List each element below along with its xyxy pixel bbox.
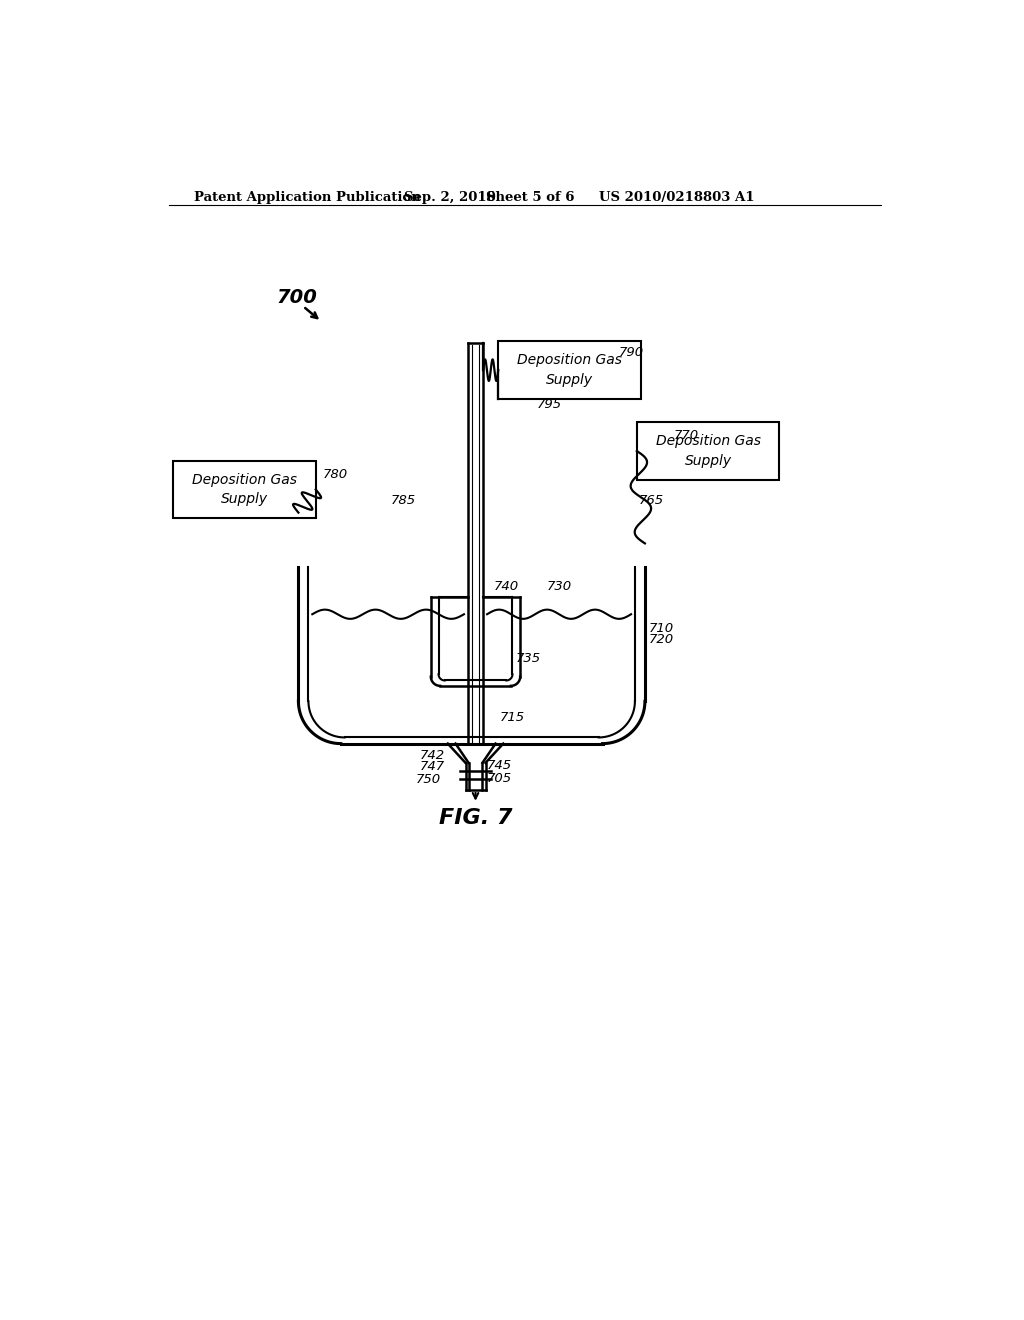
- Text: 785: 785: [391, 494, 416, 507]
- Text: Deposition Gas
Supply: Deposition Gas Supply: [517, 354, 622, 387]
- Text: FIG. 7: FIG. 7: [438, 808, 512, 829]
- Bar: [637, 422, 779, 480]
- Text: Sep. 2, 2010: Sep. 2, 2010: [403, 191, 496, 203]
- Text: 730: 730: [547, 579, 571, 593]
- Text: 790: 790: [618, 346, 644, 359]
- Text: 710: 710: [649, 622, 674, 635]
- Text: 735: 735: [515, 652, 541, 665]
- Bar: [173, 461, 315, 519]
- Text: US 2010/0218803 A1: US 2010/0218803 A1: [599, 191, 755, 203]
- Text: 765: 765: [639, 494, 664, 507]
- Text: 770: 770: [674, 429, 699, 442]
- Text: 715: 715: [500, 711, 525, 723]
- Text: 740: 740: [494, 579, 519, 593]
- Text: Deposition Gas
Supply: Deposition Gas Supply: [193, 473, 297, 507]
- Text: 747: 747: [420, 760, 445, 774]
- Bar: [499, 342, 641, 399]
- Text: Deposition Gas
Supply: Deposition Gas Supply: [655, 434, 761, 467]
- Text: 705: 705: [486, 772, 511, 785]
- Text: 720: 720: [649, 634, 674, 647]
- Text: 780: 780: [323, 467, 348, 480]
- Text: 700: 700: [276, 288, 317, 306]
- Text: 795: 795: [538, 399, 562, 412]
- Text: 745: 745: [486, 759, 511, 772]
- Text: 750: 750: [416, 772, 440, 785]
- Text: 742: 742: [420, 750, 445, 763]
- Text: Patent Application Publication: Patent Application Publication: [194, 191, 421, 203]
- Text: Sheet 5 of 6: Sheet 5 of 6: [486, 191, 574, 203]
